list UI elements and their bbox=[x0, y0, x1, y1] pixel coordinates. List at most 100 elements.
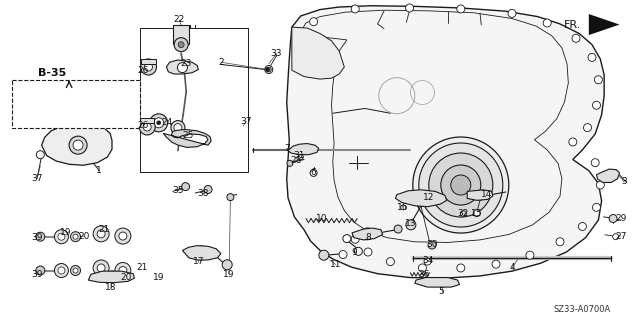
Text: 26: 26 bbox=[138, 66, 149, 75]
Circle shape bbox=[54, 263, 68, 278]
Circle shape bbox=[150, 114, 168, 132]
Circle shape bbox=[419, 264, 426, 272]
Text: 1: 1 bbox=[97, 166, 102, 175]
Circle shape bbox=[419, 143, 503, 227]
Text: 38: 38 bbox=[198, 189, 209, 198]
Text: 4: 4 bbox=[509, 263, 515, 272]
Circle shape bbox=[115, 228, 131, 244]
Circle shape bbox=[174, 123, 182, 132]
Bar bbox=[141, 59, 156, 64]
Circle shape bbox=[145, 63, 152, 71]
Text: 34: 34 bbox=[422, 256, 433, 265]
Circle shape bbox=[413, 190, 429, 206]
Polygon shape bbox=[182, 246, 221, 260]
Circle shape bbox=[70, 232, 81, 242]
Polygon shape bbox=[288, 144, 319, 155]
Circle shape bbox=[364, 248, 372, 256]
Text: 31: 31 bbox=[294, 151, 305, 160]
Circle shape bbox=[441, 165, 481, 205]
Circle shape bbox=[298, 154, 303, 160]
Circle shape bbox=[171, 121, 185, 135]
Circle shape bbox=[121, 100, 129, 108]
Circle shape bbox=[351, 235, 359, 243]
Circle shape bbox=[97, 230, 105, 238]
Text: 6: 6 bbox=[311, 168, 316, 177]
Circle shape bbox=[93, 226, 109, 242]
Circle shape bbox=[310, 18, 317, 26]
Circle shape bbox=[572, 34, 580, 42]
Circle shape bbox=[351, 5, 359, 13]
Circle shape bbox=[591, 159, 599, 167]
Circle shape bbox=[287, 160, 293, 166]
Circle shape bbox=[69, 136, 87, 154]
Text: 15: 15 bbox=[471, 209, 483, 218]
Circle shape bbox=[526, 251, 534, 259]
Circle shape bbox=[265, 65, 273, 74]
Text: 37: 37 bbox=[241, 117, 252, 126]
Text: 11: 11 bbox=[330, 260, 342, 269]
Text: 3: 3 bbox=[621, 177, 627, 186]
Circle shape bbox=[36, 232, 45, 241]
Circle shape bbox=[119, 232, 127, 240]
Circle shape bbox=[406, 220, 416, 230]
Text: 19: 19 bbox=[223, 270, 235, 279]
Text: 13: 13 bbox=[404, 219, 416, 228]
Text: 30: 30 bbox=[426, 240, 438, 249]
Circle shape bbox=[429, 153, 493, 217]
Polygon shape bbox=[596, 169, 620, 182]
Circle shape bbox=[457, 5, 465, 13]
Circle shape bbox=[426, 194, 432, 200]
Circle shape bbox=[140, 119, 156, 135]
Circle shape bbox=[492, 260, 500, 268]
Circle shape bbox=[604, 170, 615, 182]
Circle shape bbox=[406, 4, 413, 12]
Circle shape bbox=[387, 257, 394, 266]
Circle shape bbox=[73, 234, 78, 239]
Circle shape bbox=[20, 99, 31, 109]
Polygon shape bbox=[415, 278, 460, 287]
Circle shape bbox=[394, 225, 402, 233]
Circle shape bbox=[457, 264, 465, 272]
Text: 20: 20 bbox=[78, 232, 90, 241]
Polygon shape bbox=[396, 190, 447, 207]
Circle shape bbox=[310, 169, 317, 176]
Circle shape bbox=[222, 260, 232, 270]
Text: 32: 32 bbox=[458, 209, 469, 218]
Bar bbox=[173, 25, 189, 44]
Polygon shape bbox=[467, 190, 493, 200]
Text: 10: 10 bbox=[316, 214, 328, 223]
Circle shape bbox=[319, 250, 329, 260]
Circle shape bbox=[339, 250, 347, 259]
Text: 19: 19 bbox=[153, 273, 164, 282]
Circle shape bbox=[588, 53, 596, 62]
Text: 14: 14 bbox=[481, 190, 492, 199]
Text: 7: 7 bbox=[284, 144, 289, 153]
Circle shape bbox=[543, 19, 551, 27]
Circle shape bbox=[299, 144, 309, 154]
Text: 39: 39 bbox=[31, 233, 43, 242]
Text: 26: 26 bbox=[138, 121, 149, 130]
Polygon shape bbox=[292, 27, 344, 79]
Circle shape bbox=[584, 123, 591, 132]
Circle shape bbox=[58, 267, 65, 274]
Circle shape bbox=[428, 241, 436, 249]
Circle shape bbox=[227, 194, 234, 201]
Circle shape bbox=[70, 265, 81, 276]
Circle shape bbox=[343, 234, 351, 243]
Text: 29: 29 bbox=[615, 214, 627, 223]
Circle shape bbox=[556, 238, 564, 246]
Text: 33: 33 bbox=[271, 49, 282, 58]
Polygon shape bbox=[42, 124, 112, 165]
Text: 19: 19 bbox=[60, 228, 72, 237]
Circle shape bbox=[593, 101, 600, 109]
Text: 25: 25 bbox=[182, 131, 194, 140]
Circle shape bbox=[401, 205, 406, 210]
Circle shape bbox=[460, 211, 467, 217]
Circle shape bbox=[204, 185, 212, 194]
Circle shape bbox=[612, 234, 619, 240]
Circle shape bbox=[97, 264, 105, 272]
Circle shape bbox=[266, 68, 269, 71]
Circle shape bbox=[54, 230, 68, 244]
Bar bbox=[140, 118, 154, 123]
Text: 5: 5 bbox=[439, 287, 444, 296]
